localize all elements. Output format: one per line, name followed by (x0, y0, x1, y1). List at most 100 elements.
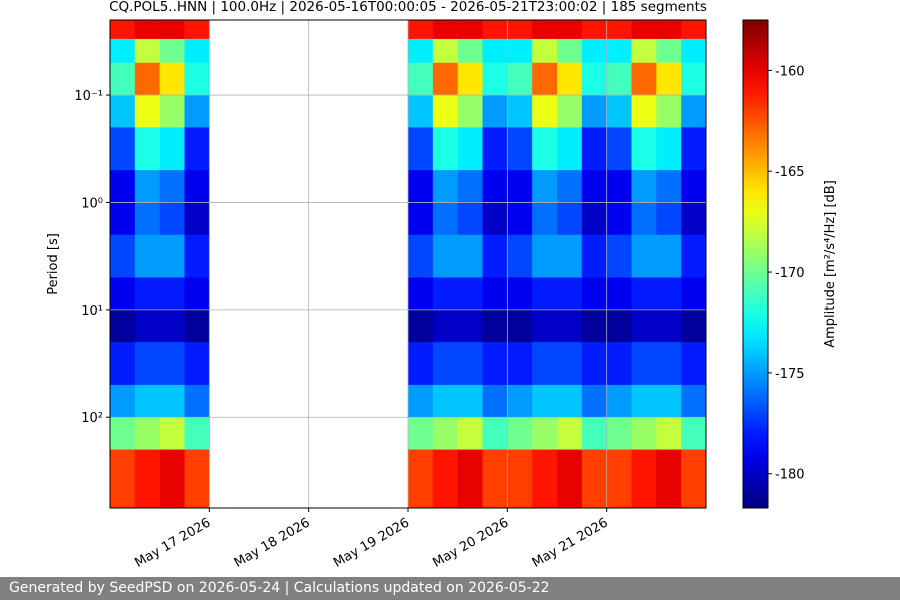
y-axis-label: Period [s] (46, 233, 61, 295)
cell (507, 127, 533, 171)
cell (457, 202, 483, 236)
cell (408, 417, 434, 450)
cell (482, 417, 508, 450)
cell (408, 234, 434, 278)
cell (482, 62, 508, 96)
cell (457, 20, 483, 40)
cell (110, 38, 136, 64)
cell (159, 449, 185, 509)
cell (507, 38, 533, 64)
cell (482, 127, 508, 171)
cell (631, 38, 657, 64)
cell (656, 170, 682, 203)
cell (432, 202, 458, 236)
cell (408, 62, 434, 96)
cell (134, 417, 160, 450)
cell (482, 202, 508, 236)
cell (159, 309, 185, 343)
cell (432, 277, 458, 311)
cell (159, 384, 185, 418)
cell (581, 127, 607, 171)
cell (184, 95, 210, 128)
cell (110, 62, 136, 96)
colorbar-tick-label: -160 (775, 64, 805, 79)
cell (159, 342, 185, 386)
cell (532, 20, 558, 40)
cell (184, 20, 210, 40)
cell (681, 127, 707, 171)
cell (631, 95, 657, 128)
cell (606, 384, 632, 418)
cell (532, 38, 558, 64)
colorbar (742, 19, 769, 509)
cell (532, 449, 558, 509)
cell (134, 38, 160, 64)
cell (581, 277, 607, 311)
cell (507, 449, 533, 509)
cell (581, 202, 607, 236)
cell (457, 342, 483, 386)
x-tick-label: May 19 2026 (331, 515, 412, 570)
cell (159, 127, 185, 171)
cell (432, 170, 458, 203)
cell (432, 20, 458, 40)
cell (184, 62, 210, 96)
cell (631, 234, 657, 278)
cell (184, 309, 210, 343)
cell (631, 127, 657, 171)
cell (432, 62, 458, 96)
cell (631, 62, 657, 96)
cell (432, 449, 458, 509)
cell (134, 234, 160, 278)
cell (681, 449, 707, 509)
cell (557, 309, 583, 343)
cell (681, 277, 707, 311)
chart-title: CQ.POL5..HNN | 100.0Hz | 2026-05-16T00:0… (109, 0, 707, 15)
cell (159, 202, 185, 236)
cell (656, 417, 682, 450)
cell (408, 127, 434, 171)
cell (408, 170, 434, 203)
cell (631, 277, 657, 311)
cell (532, 277, 558, 311)
cell (631, 449, 657, 509)
cell (184, 127, 210, 171)
colorbar-tick-label: -180 (775, 468, 805, 483)
cell (408, 342, 434, 386)
cell (482, 277, 508, 311)
cell (557, 417, 583, 450)
cell (681, 342, 707, 386)
cell (656, 95, 682, 128)
y-tick-label: 10² (81, 411, 103, 426)
cell (159, 62, 185, 96)
cell (482, 20, 508, 40)
x-tick-label: May 21 2026 (530, 515, 611, 570)
cell (184, 384, 210, 418)
cell (408, 449, 434, 509)
cell (134, 170, 160, 203)
cell (134, 384, 160, 418)
chart: CQ.POL5..HNN | 100.0Hz | 2026-05-16T00:0… (46, 0, 838, 571)
cell (606, 342, 632, 386)
cell (656, 234, 682, 278)
cell (110, 277, 136, 311)
cell (432, 38, 458, 64)
cell (110, 170, 136, 203)
cell (432, 309, 458, 343)
cell (457, 277, 483, 311)
colorbar-tick-label: -175 (775, 367, 805, 382)
cell (606, 449, 632, 509)
cell (457, 234, 483, 278)
y-tick-label: 10⁰ (81, 196, 103, 211)
cell (656, 38, 682, 64)
cell (557, 62, 583, 96)
cell (110, 202, 136, 236)
cell (606, 38, 632, 64)
cell (606, 234, 632, 278)
cell (482, 95, 508, 128)
cell (457, 95, 483, 128)
cell (532, 62, 558, 96)
cell (110, 417, 136, 450)
y-tick-label: 10⁻¹ (74, 89, 103, 104)
cell (457, 417, 483, 450)
